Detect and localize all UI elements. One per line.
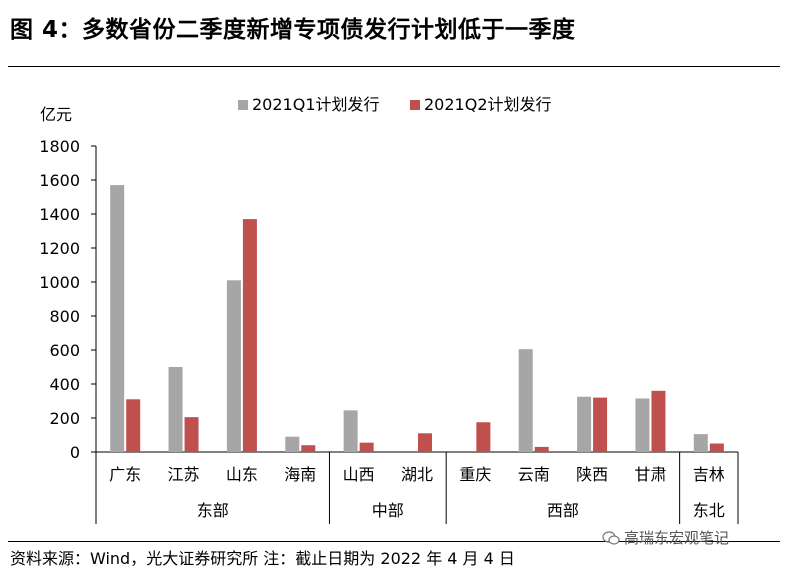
bar-q1: [693, 434, 708, 452]
legend-label: 2021Q2计划发行: [424, 95, 552, 114]
bar-q2: [242, 219, 257, 452]
y-tick-label: 400: [49, 375, 80, 394]
y-tick-label: 0: [70, 443, 80, 462]
x-tick-label: 广东: [109, 465, 141, 484]
bar-q2: [418, 433, 432, 452]
bar-q2: [534, 446, 549, 452]
bar-q1: [635, 398, 650, 452]
legend-swatch: [238, 100, 248, 110]
bar-q2: [593, 397, 608, 452]
x-tick-label: 吉林: [693, 465, 725, 484]
y-tick-label: 1600: [39, 171, 80, 190]
x-tick-label: 甘肃: [634, 465, 666, 484]
x-tick-label: 重庆: [459, 465, 491, 484]
bar-q1: [110, 185, 125, 452]
x-tick-label: 云南: [518, 465, 550, 484]
y-tick-label: 1400: [39, 205, 80, 224]
y-tick-label: 200: [49, 409, 80, 428]
bar-q2: [359, 442, 374, 452]
source-note: 资料来源：Wind，光大证券研究所 注：截止日期为 2022 年 4 月 4 日: [10, 549, 515, 568]
bar-q2: [709, 443, 724, 452]
bar-q1: [226, 280, 241, 452]
wechat-icon: [602, 530, 620, 545]
footer-rule: [8, 541, 780, 542]
figure-title: 图 4：多数省份二季度新增专项债发行计划低于一季度: [10, 17, 576, 43]
watermark: 高瑞东宏观笔记: [602, 527, 729, 548]
x-tick-label: 江苏: [168, 465, 200, 484]
x-tick-label: 山东: [226, 465, 258, 484]
watermark-text: 高瑞东宏观笔记: [624, 529, 730, 547]
title-rule: [8, 66, 780, 67]
y-tick-label: 800: [49, 307, 80, 326]
x-tick-label: 湖北: [401, 465, 433, 484]
bar-q2: [476, 422, 491, 452]
group-label: 西部: [547, 501, 579, 520]
y-tick-label: 1000: [39, 273, 80, 292]
bar-q2: [301, 445, 316, 452]
bar-q1: [168, 367, 183, 452]
bar-q1: [577, 396, 592, 452]
legend-swatch: [410, 100, 420, 110]
bar-q1: [343, 410, 358, 452]
bar-q2: [126, 399, 141, 452]
y-tick-label: 1800: [39, 137, 80, 156]
x-tick-label: 陕西: [576, 465, 608, 484]
group-label: 中部: [372, 501, 404, 520]
bar-q2: [651, 390, 666, 452]
group-label: 东北: [693, 501, 725, 520]
y-tick-label: 1200: [39, 239, 80, 258]
y-axis-label: 亿元: [40, 105, 72, 124]
bar-q2: [184, 417, 199, 452]
group-label: 东部: [197, 501, 229, 520]
x-tick-label: 海南: [284, 465, 316, 484]
y-tick-label: 600: [49, 341, 80, 360]
x-tick-label: 山西: [343, 465, 375, 484]
bar-q1: [518, 349, 533, 452]
legend-label: 2021Q1计划发行: [252, 95, 380, 114]
bar-q1: [285, 436, 300, 452]
